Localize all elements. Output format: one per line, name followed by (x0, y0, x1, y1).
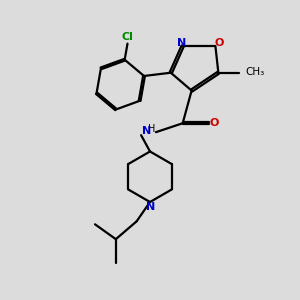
Text: N: N (142, 126, 151, 136)
Text: CH₃: CH₃ (246, 67, 265, 76)
Text: O: O (209, 118, 219, 128)
Text: H: H (148, 124, 156, 134)
Text: Cl: Cl (122, 32, 134, 43)
Text: O: O (214, 38, 224, 48)
Text: N: N (146, 202, 155, 212)
Text: N: N (178, 38, 187, 48)
